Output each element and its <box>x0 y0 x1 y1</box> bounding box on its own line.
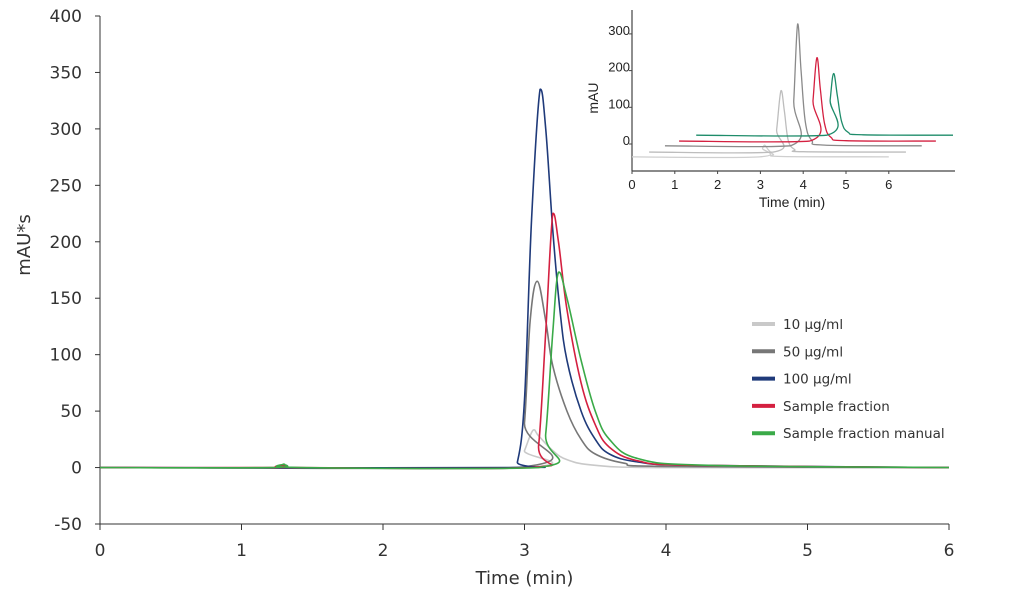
x-tick-label: 2 <box>378 541 389 561</box>
x-tick-label: 3 <box>519 541 530 561</box>
x-tick-label: 6 <box>944 541 955 561</box>
x-tick-label: 5 <box>802 541 813 561</box>
y-axis-label: mAU*s <box>14 214 35 275</box>
inset-series-line-4 <box>696 72 954 137</box>
inset-x-tick-label: 6 <box>885 177 892 192</box>
inset-plot: 0 100 200 300 0 1 2 3 4 5 6 Time (min) mAU <box>585 10 955 210</box>
inset-x-tick-label: 2 <box>714 177 721 192</box>
legend-label: 100 µg/ml <box>783 372 852 388</box>
y-tick-label: 150 <box>50 289 82 309</box>
inset-y-axis-label: mAU <box>585 82 601 113</box>
inset-y-tick-label: 200 <box>608 60 630 75</box>
inset-x-tick-label: 1 <box>671 177 678 192</box>
inset-x-tick-label: 3 <box>757 177 764 192</box>
inset-y-tick-label: 100 <box>608 96 630 111</box>
inset-series-line-2 <box>664 23 922 148</box>
y-tick-label: 100 <box>50 346 82 366</box>
y-tick-label: 300 <box>50 120 82 140</box>
y-tick-label: -50 <box>54 515 82 535</box>
x-tick-label: 0 <box>95 541 106 561</box>
x-tick-label: 1 <box>236 541 247 561</box>
x-tick-label: 4 <box>661 541 672 561</box>
y-tick-label: 50 <box>60 402 82 422</box>
legend-label: Sample fraction manual <box>783 426 945 442</box>
y-tick-label: 200 <box>50 233 82 253</box>
inset-series-line-1 <box>649 90 906 154</box>
legend-label: 10 µg/ml <box>783 317 843 333</box>
inset-series-line-3 <box>679 57 936 143</box>
legend: 10 µg/ml 50 µg/ml 100 µg/ml Sample fraction… <box>752 317 945 442</box>
inset-x-tick-label: 5 <box>842 177 849 192</box>
inset-x-tick-label: 4 <box>800 177 807 192</box>
legend-label: Sample fraction <box>783 399 890 415</box>
series-line-4 <box>99 271 950 470</box>
inset-x-axis-label: Time (min) <box>759 194 825 210</box>
y-tick-label: 250 <box>50 176 82 196</box>
series-line-1 <box>99 280 950 470</box>
inset-x-tick-label: 0 <box>628 177 635 192</box>
legend-label: 50 µg/ml <box>783 344 843 360</box>
inset-y-tick-label: 0 <box>623 133 630 148</box>
y-tick-label: 350 <box>50 63 82 83</box>
y-tick-label: 400 <box>50 7 82 27</box>
x-axis-label: Time (min) <box>475 568 574 589</box>
y-tick-label: 0 <box>71 459 82 479</box>
inset-y-tick-label: 300 <box>608 23 630 38</box>
